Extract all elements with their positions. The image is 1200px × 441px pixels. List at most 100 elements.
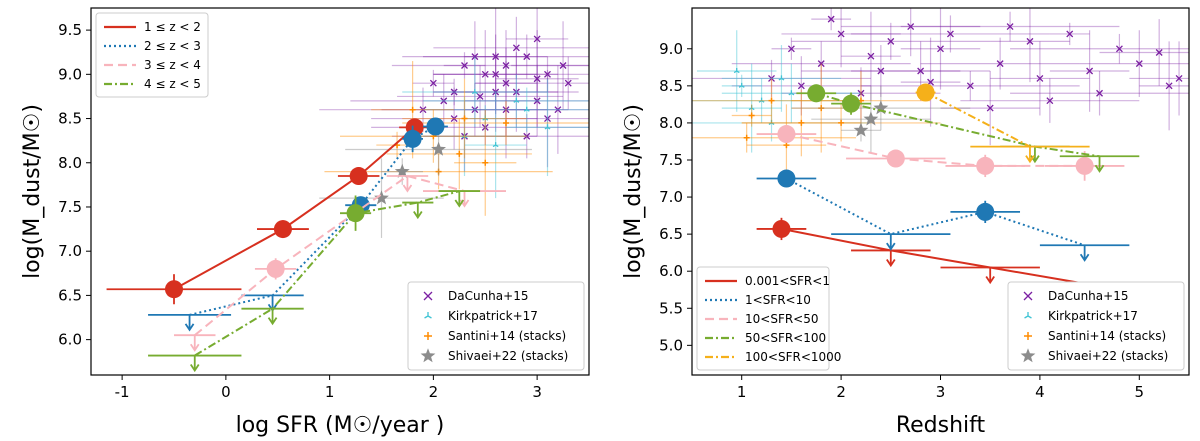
point-kirkpatrick-17 (788, 90, 795, 96)
series-point (349, 167, 368, 186)
point-dacunha-15 (1155, 49, 1163, 56)
y-tick-label: 6.0 (58, 331, 82, 349)
point-dacunha-15 (492, 70, 500, 78)
point-dacunha-15 (476, 92, 484, 100)
point-kirkpatrick-17 (461, 133, 468, 139)
legend-marker-label: Santini+14 (stacks) (448, 329, 566, 343)
point-dacunha-15 (986, 104, 994, 112)
legend-frame (696, 266, 830, 371)
legend-marker-label: DaCunha+15 (1048, 289, 1128, 303)
series-line (816, 92, 1100, 158)
point-dacunha-15 (1165, 82, 1173, 90)
legend-marker-label: Shivaei+22 (stacks) (448, 349, 568, 363)
series-point (403, 129, 422, 148)
point-shivaei-22 (374, 190, 389, 205)
point-dacunha-15 (544, 70, 551, 78)
legend-line-label: 2 ≤ z < 3 (144, 39, 201, 53)
point-dacunha-15 (837, 30, 845, 38)
x-tick-label: 0 (221, 383, 231, 401)
point-kirkpatrick-17 (758, 97, 765, 103)
series-1 (756, 169, 1130, 262)
point-santini-14 (461, 115, 468, 122)
series-point (165, 280, 183, 299)
upper-limit-arrow (1079, 253, 1090, 262)
point-dacunha-15 (817, 60, 825, 68)
point-dacunha-15 (450, 88, 458, 96)
legend-marker-tri (1024, 312, 1032, 319)
series-point (777, 169, 796, 188)
upper-limit-arrow (1025, 155, 1035, 164)
point-dacunha-15 (559, 62, 567, 69)
point-shivaei-22 (853, 122, 869, 137)
x-tick-label: 4 (1035, 383, 1045, 401)
point-dacunha-15 (966, 82, 974, 90)
point-santini-14 (482, 159, 489, 166)
y-tick-label: 7.5 (659, 151, 683, 169)
point-dacunha-15 (887, 37, 895, 45)
x-tick-label: 1 (737, 383, 747, 401)
point-dacunha-15 (1175, 74, 1183, 82)
y-tick-label: 7.5 (58, 198, 82, 216)
y-tick-label: 7.0 (58, 242, 82, 260)
point-dacunha-15 (492, 53, 500, 61)
point-dacunha-15 (492, 88, 500, 96)
point-dacunha-15 (996, 60, 1004, 68)
point-dacunha-15 (564, 79, 572, 87)
y-tick-label: 8.0 (659, 114, 683, 132)
legend-line-label: 10<SFR<50 (745, 312, 819, 326)
point-dacunha-15 (867, 52, 875, 60)
point-dacunha-15 (523, 132, 531, 140)
point-dacunha-15 (827, 15, 835, 23)
point-dacunha-15 (471, 53, 479, 61)
x-tick-label: 3 (936, 383, 946, 401)
legend-marker-star (1020, 348, 1036, 363)
series-point (426, 117, 445, 136)
point-dacunha-15 (512, 88, 520, 96)
point-dacunha-15 (1115, 45, 1123, 53)
x-axis-label: Redshift (896, 413, 986, 438)
series-point (273, 220, 292, 239)
y-tick-label: 6.5 (58, 286, 82, 304)
point-dacunha-15 (429, 79, 437, 87)
series-line (925, 91, 1031, 148)
point-shivaei-22 (431, 141, 446, 156)
point-dacunha-15 (481, 70, 489, 78)
point-dacunha-15 (1086, 67, 1094, 75)
point-santini-14 (798, 119, 805, 126)
legend-line-label: 50<SFR<100 (745, 331, 826, 345)
series-line (189, 125, 436, 316)
point-kirkpatrick-17 (733, 68, 740, 74)
legend-line-label: 3 ≤ z < 4 (144, 58, 201, 72)
legend-marker-tri (424, 312, 432, 319)
legend-line-label: 4 ≤ z < 5 (144, 77, 201, 91)
point-santini-14 (743, 134, 750, 141)
series-0 (106, 118, 431, 305)
y-tick-label: 5.5 (659, 299, 683, 317)
y-tick-label: 5.0 (659, 336, 683, 354)
y-axis-label: log(M_dust/M☉) (20, 104, 45, 279)
legend-lines: 1 ≤ z < 2 2 ≤ z < 3 3 ≤ z < 4 4 ≤ z < 5 (95, 12, 209, 98)
point-kirkpatrick-17 (738, 82, 745, 88)
series-point (976, 202, 995, 221)
point-kirkpatrick-17 (778, 75, 785, 81)
y-tick-label: 7.0 (659, 188, 683, 206)
point-dacunha-15 (544, 115, 551, 123)
series-line (194, 190, 460, 357)
point-santini-14 (768, 97, 775, 104)
point-dacunha-15 (1046, 97, 1054, 105)
legend-marker-label: Kirkpatrick+17 (448, 309, 538, 323)
point-dacunha-15 (1026, 37, 1034, 45)
point-dacunha-15 (533, 97, 541, 105)
point-dacunha-15 (1036, 74, 1044, 82)
series-4 (915, 83, 1090, 164)
series-point (772, 219, 791, 238)
upper-limit-arrow (190, 364, 200, 373)
plot-frame (90, 7, 590, 376)
legend-marker-plus (1024, 332, 1032, 340)
legend-frame (407, 281, 585, 371)
upper-limit-arrow (402, 184, 413, 193)
series-2 (756, 125, 1125, 181)
point-dacunha-15 (907, 23, 915, 30)
legend-marker-label: Kirkpatrick+17 (1048, 309, 1138, 323)
plot-area (692, 8, 1189, 302)
